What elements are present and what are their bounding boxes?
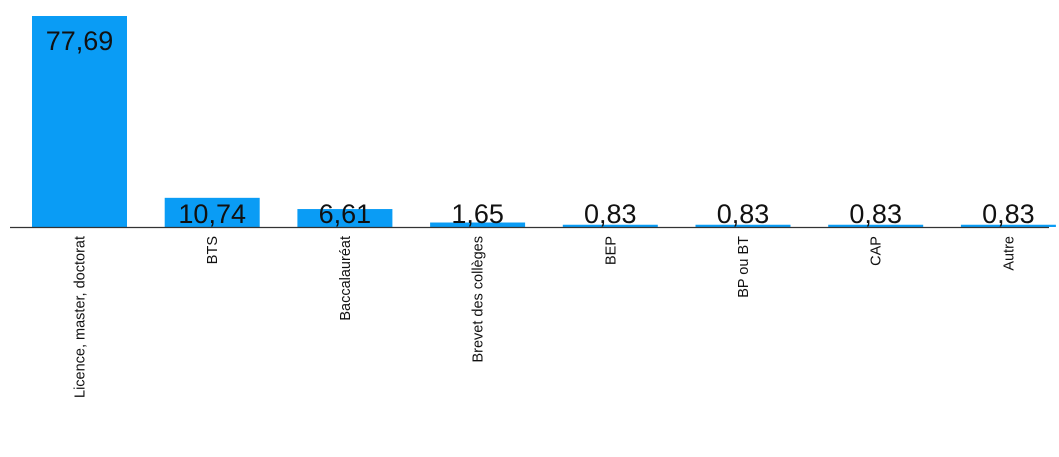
bar-3 bbox=[430, 222, 526, 227]
bar-4 bbox=[562, 224, 658, 227]
value-label-2: 6,61 bbox=[319, 199, 372, 229]
value-label-4: 0,83 bbox=[584, 199, 637, 229]
category-label-4: BEP bbox=[603, 236, 619, 265]
category-label-0: Licence, master, doctorat bbox=[73, 236, 89, 398]
bar-5 bbox=[695, 224, 791, 227]
value-label-0: 77,69 bbox=[46, 26, 114, 56]
bars-group bbox=[32, 16, 1056, 227]
value-label-3: 1,65 bbox=[451, 199, 504, 229]
value-label-7: 0,83 bbox=[982, 199, 1035, 229]
category-label-7: Autre bbox=[1001, 236, 1017, 271]
bar-7 bbox=[960, 224, 1056, 227]
value-label-5: 0,83 bbox=[717, 199, 770, 229]
bar-6 bbox=[828, 224, 924, 227]
category-label-5: BP ou BT bbox=[736, 236, 752, 298]
category-label-2: Baccalauréat bbox=[338, 236, 354, 321]
value-label-6: 0,83 bbox=[849, 199, 902, 229]
value-label-1: 10,74 bbox=[178, 199, 246, 229]
category-label-1: BTS bbox=[205, 236, 221, 264]
category-label-6: CAP bbox=[869, 236, 885, 266]
bar-2 bbox=[297, 209, 393, 227]
bar-1 bbox=[164, 197, 260, 227]
bar-0 bbox=[32, 16, 127, 227]
value-labels-group: 77,69 10,74 6,61 1,65 0,83 0,83 0,83 0,83 bbox=[46, 26, 1035, 229]
category-labels-group: Licence, master, doctorat BTS Baccalauréat… bbox=[73, 236, 1018, 398]
category-label-3: Brevet des collèges bbox=[471, 236, 487, 363]
